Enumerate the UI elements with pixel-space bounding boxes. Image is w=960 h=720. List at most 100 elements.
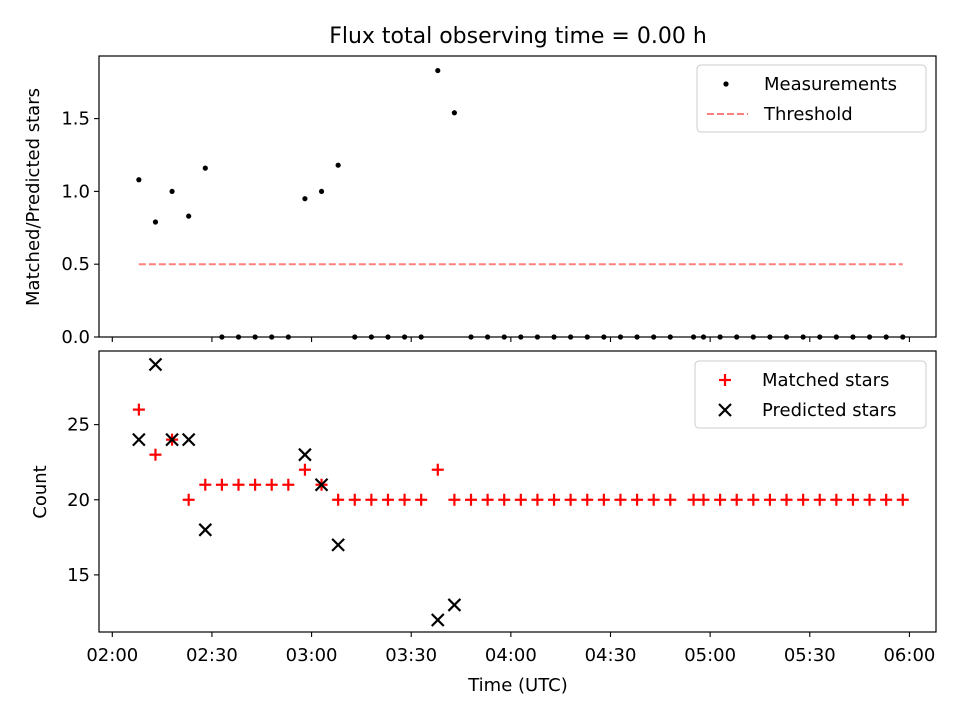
matched-star-marker xyxy=(564,493,577,506)
measurement-point xyxy=(435,67,441,74)
top-axes-frame xyxy=(98,55,937,338)
matched-star-marker xyxy=(232,478,245,491)
x-tick-label: 02:00 xyxy=(86,645,138,666)
top-y-axis: 0.0 0.5 1.0 1.5 xyxy=(61,109,99,348)
matched-star-marker xyxy=(514,493,527,506)
x-tick-label: 03:00 xyxy=(286,645,338,666)
measurement-point xyxy=(451,110,457,116)
bottom-plot-area xyxy=(132,357,909,627)
panel-bottom: 15 20 25 02:00 02:30 03:00 03:30 04:00 04:30 05:… xyxy=(30,350,937,696)
legend-predicted-marker xyxy=(718,403,732,417)
matched-star-marker xyxy=(614,493,627,506)
bottom-y-axis: 15 20 25 xyxy=(67,415,99,586)
chart-title: Flux total observing time = 0.00 h xyxy=(329,24,707,49)
x-tick-label: 02:30 xyxy=(186,645,238,666)
x-tick-label: 06:00 xyxy=(883,645,935,666)
predicted-star-marker xyxy=(447,598,462,612)
top-x-axis-ticks xyxy=(111,337,910,342)
bottom-y-tick-label: 20 xyxy=(67,490,90,511)
measurement-point xyxy=(302,196,308,202)
measurement-point xyxy=(335,162,341,168)
matched-star-marker xyxy=(365,493,378,506)
matched-star-marker xyxy=(132,403,145,416)
predicted-star-marker xyxy=(431,613,445,627)
matched-star-marker xyxy=(481,493,494,506)
matched-star-marker xyxy=(647,493,660,506)
matched-star-marker xyxy=(332,493,345,506)
top-y-tick-label: 1.5 xyxy=(61,109,90,130)
matched-star-marker xyxy=(730,493,743,506)
bottom-legend-box xyxy=(694,360,927,429)
x-tick-label: 03:30 xyxy=(385,645,437,666)
bottom-y-tick-label: 15 xyxy=(67,565,90,586)
top-plot-area xyxy=(136,67,906,340)
predicted-star-marker xyxy=(331,538,345,552)
bottom-y-tick-label: 25 xyxy=(67,415,90,436)
measurement-point xyxy=(169,188,175,195)
measurement-point xyxy=(318,188,325,195)
legend-matched-label: Matched stars xyxy=(762,370,889,391)
matched-star-marker xyxy=(298,463,311,476)
legend-predicted-label: Predicted stars xyxy=(762,400,896,421)
legend-measurements-label: Measurements xyxy=(764,74,897,95)
measurement-point xyxy=(202,165,208,171)
predicted-star-marker xyxy=(165,432,179,447)
predicted-star-marker xyxy=(148,357,163,372)
matched-star-marker xyxy=(431,463,444,476)
matched-star-marker xyxy=(714,493,727,506)
matched-star-marker xyxy=(531,493,544,506)
measurement-point xyxy=(152,219,159,225)
matched-star-marker xyxy=(215,478,228,491)
predicted-star-marker xyxy=(298,447,312,462)
matched-star-marker xyxy=(581,493,594,506)
matched-star-marker xyxy=(149,448,162,461)
bottom-x-axis: 02:00 02:30 03:00 03:30 04:00 04:30 05:00 05:30… xyxy=(86,632,935,666)
predicted-star-marker xyxy=(132,432,146,447)
top-legend-box xyxy=(696,64,927,133)
legend-threshold-label: Threshold xyxy=(763,104,853,125)
matched-star-marker xyxy=(880,493,893,506)
matched-star-marker xyxy=(415,493,428,506)
matched-star-marker xyxy=(381,493,394,506)
x-tick-label: 05:30 xyxy=(784,645,836,666)
matched-star-marker xyxy=(896,493,909,506)
x-axis-label: Time (UTC) xyxy=(467,675,568,696)
legend-matched-marker xyxy=(719,374,731,386)
measurement-point xyxy=(186,213,192,219)
matched-star-marker xyxy=(249,478,262,491)
predicted-star-marker xyxy=(314,477,329,492)
matched-star-marker xyxy=(282,478,295,491)
matched-star-marker xyxy=(863,493,876,506)
top-y-axis-label: Matched/Predicted stars xyxy=(23,88,44,306)
x-tick-label: 05:00 xyxy=(684,645,736,666)
legend-measurements-marker xyxy=(723,81,729,87)
matched-star-marker xyxy=(548,493,561,506)
matched-star-marker xyxy=(664,493,677,506)
predicted-star-marker xyxy=(198,523,213,537)
top-y-tick-label: 1.0 xyxy=(61,181,90,202)
x-tick-label: 04:30 xyxy=(585,645,637,666)
bottom-y-axis-label: Count xyxy=(30,465,51,518)
predicted-star-marker xyxy=(181,432,196,447)
matched-star-marker xyxy=(830,493,843,506)
matched-star-marker xyxy=(448,493,461,506)
matched-star-marker xyxy=(797,493,810,506)
x-tick-label: 04:00 xyxy=(485,645,537,666)
matched-star-marker xyxy=(846,493,859,506)
matched-star-marker xyxy=(348,493,361,506)
matched-star-marker xyxy=(199,478,212,491)
measurement-point xyxy=(136,177,142,183)
top-legend: Measurements Threshold xyxy=(696,64,927,133)
matched-star-marker xyxy=(465,493,477,506)
matched-star-marker xyxy=(265,478,278,491)
matched-star-marker xyxy=(398,493,411,506)
matched-star-marker xyxy=(498,493,511,506)
top-y-tick-label: 0.0 xyxy=(61,327,90,348)
matched-star-marker xyxy=(780,493,793,506)
matched-star-marker xyxy=(763,493,776,506)
matched-star-marker xyxy=(747,493,760,506)
matched-star-marker xyxy=(813,493,826,506)
matched-star-marker xyxy=(597,493,610,506)
bottom-legend: Matched stars Predicted stars xyxy=(694,360,927,429)
